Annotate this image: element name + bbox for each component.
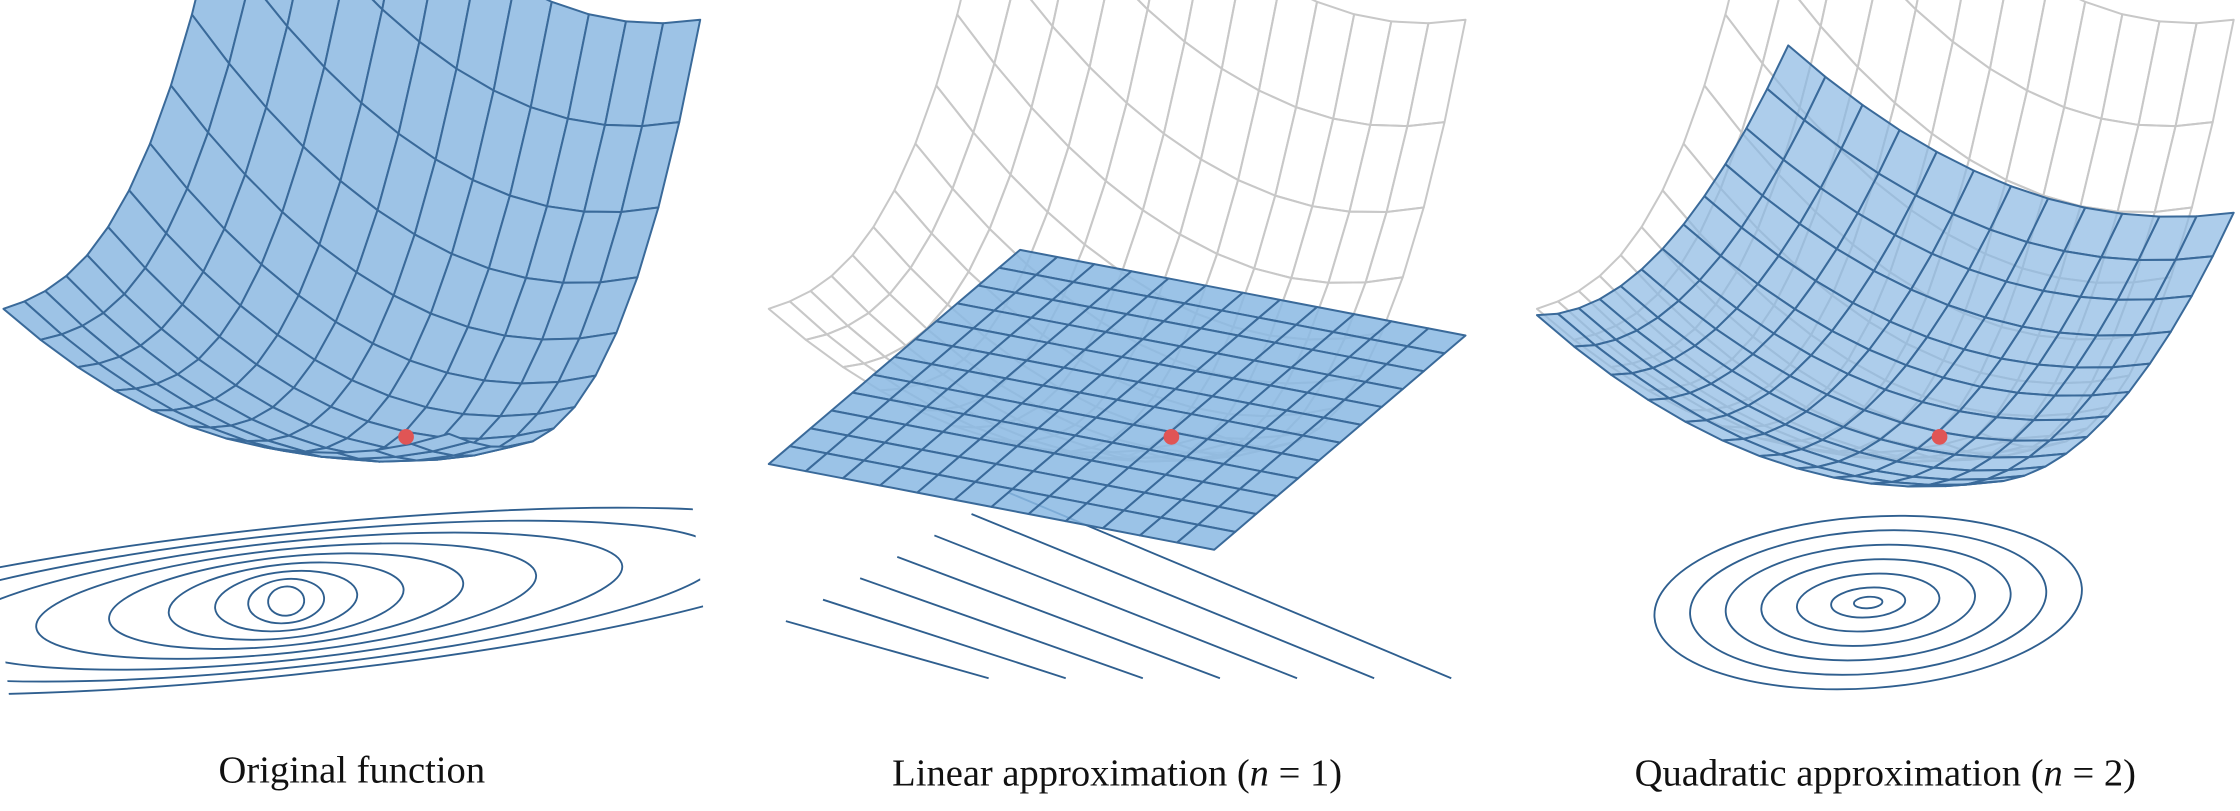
contour	[822, 598, 1067, 680]
contour	[1760, 558, 1976, 647]
contour	[859, 577, 1144, 680]
contour	[167, 561, 405, 641]
surface	[1176, 523, 1237, 551]
contour	[35, 542, 538, 660]
contour	[247, 577, 326, 625]
contour	[267, 585, 306, 617]
contour	[1653, 514, 2083, 691]
surface	[410, 432, 471, 453]
caption-variable: n	[2044, 752, 2063, 794]
contour	[1724, 543, 2012, 662]
contour	[108, 552, 465, 650]
surfaces	[0, 0, 2235, 696]
contour	[0, 519, 712, 683]
caption-variable: n	[1250, 752, 1269, 794]
caption-text: Quadratic approximation (	[1635, 752, 2044, 794]
caption-text: = 1)	[1269, 752, 1342, 794]
contour	[1796, 572, 1941, 633]
contour	[785, 620, 989, 680]
contour	[214, 569, 359, 633]
expansion-point	[1931, 429, 1948, 445]
expansion-point	[1163, 429, 1180, 445]
caption: Quadratic approximation (n = 2)	[1635, 752, 2136, 794]
surface	[1944, 480, 2005, 488]
contour	[971, 513, 1375, 680]
contour	[896, 555, 1221, 680]
contour	[934, 534, 1298, 680]
caption: Linear approximation (n = 1)	[892, 752, 1342, 794]
contour	[1689, 529, 2048, 676]
expansion-point	[398, 429, 414, 445]
caption-text: = 2)	[2063, 752, 2136, 794]
contour	[0, 506, 712, 696]
caption: Original function	[219, 749, 486, 791]
caption-text: Linear approximation (	[892, 752, 1250, 794]
contour	[1852, 595, 1884, 610]
contour	[1830, 586, 1907, 619]
contour	[0, 531, 624, 671]
